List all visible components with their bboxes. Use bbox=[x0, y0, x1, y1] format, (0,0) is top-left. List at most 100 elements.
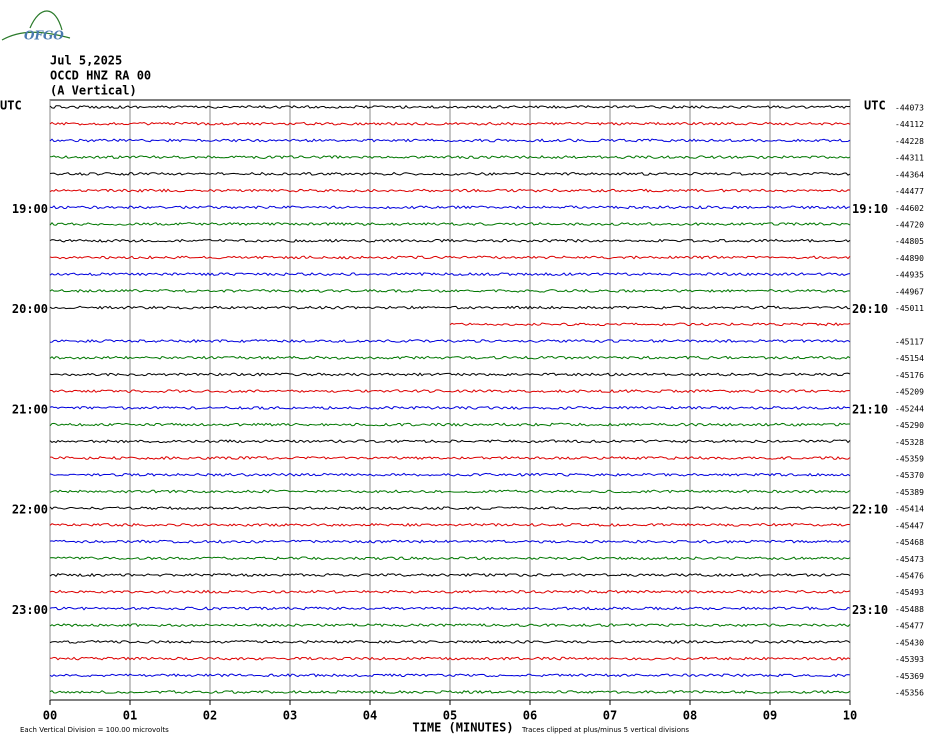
hour-label-left: 20:00 bbox=[12, 302, 48, 316]
trace bbox=[449, 322, 851, 327]
x-tick-label: 03 bbox=[283, 709, 297, 723]
x-tick-label: 09 bbox=[763, 709, 777, 723]
trace bbox=[49, 138, 851, 143]
trace bbox=[49, 623, 851, 628]
trace bbox=[49, 422, 851, 427]
trace-value-label: -45476 bbox=[895, 572, 924, 581]
hour-label-right: 19:10 bbox=[852, 202, 888, 216]
hour-label-left: 19:00 bbox=[12, 202, 48, 216]
logo-swoosh bbox=[1, 31, 71, 41]
x-tick-label: 10 bbox=[843, 709, 857, 723]
trace-value-label: -45176 bbox=[895, 371, 924, 380]
scale-note: Each Vertical Division = 100.00 microvol… bbox=[20, 726, 169, 734]
x-tick-label: 00 bbox=[43, 709, 57, 723]
x-tick-label: 01 bbox=[123, 709, 137, 723]
trace bbox=[49, 372, 851, 377]
hour-label-right: 21:10 bbox=[852, 402, 888, 416]
trace-value-label: -45359 bbox=[895, 455, 924, 464]
trace-value-label: -45328 bbox=[895, 438, 924, 447]
trace-value-label: -44805 bbox=[895, 237, 924, 246]
trace bbox=[49, 489, 851, 494]
trace-value-label: -45389 bbox=[895, 488, 924, 497]
trace bbox=[49, 339, 851, 344]
x-tick-label: 08 bbox=[683, 709, 697, 723]
trace-value-label: -45488 bbox=[895, 605, 924, 614]
trace-value-label: -44364 bbox=[895, 170, 924, 179]
trace bbox=[49, 690, 851, 695]
trace bbox=[49, 456, 851, 461]
trace-value-label: -45290 bbox=[895, 421, 924, 430]
trace-value-label: -45154 bbox=[895, 354, 924, 363]
hour-label-right: 20:10 bbox=[852, 302, 888, 316]
trace bbox=[49, 656, 851, 661]
trace bbox=[49, 238, 851, 243]
trace bbox=[49, 472, 851, 477]
trace bbox=[49, 288, 851, 293]
trace bbox=[49, 188, 851, 193]
x-axis-label: TIME (MINUTES) bbox=[412, 721, 513, 735]
trace bbox=[49, 305, 851, 310]
trace bbox=[49, 171, 851, 176]
trace bbox=[49, 589, 851, 594]
trace-value-label: -44112 bbox=[895, 120, 924, 129]
trace-value-label: -44311 bbox=[895, 154, 924, 163]
trace bbox=[49, 572, 851, 578]
hour-label-left: 23:00 bbox=[12, 603, 48, 617]
trace-value-label: -45414 bbox=[895, 505, 924, 514]
hour-label-left: 21:00 bbox=[12, 402, 48, 416]
trace-value-label: -45011 bbox=[895, 304, 924, 313]
trace bbox=[49, 673, 851, 678]
trace-value-label: -45477 bbox=[895, 622, 924, 631]
trace-value-label: -44477 bbox=[895, 187, 924, 196]
x-tick-label: 04 bbox=[363, 709, 377, 723]
trace bbox=[49, 506, 851, 511]
trace-value-label: -45430 bbox=[895, 638, 924, 647]
trace bbox=[49, 606, 851, 611]
trace bbox=[49, 405, 851, 410]
trace bbox=[49, 539, 851, 544]
trace bbox=[49, 639, 851, 644]
x-tick-label: 07 bbox=[603, 709, 617, 723]
x-tick-label: 05 bbox=[443, 709, 457, 723]
trace-value-label: -45370 bbox=[895, 471, 924, 480]
tz-label-left: UTC bbox=[0, 99, 22, 113]
trace-value-label: -45473 bbox=[895, 555, 924, 564]
trace bbox=[49, 255, 851, 260]
trace-value-label: -44720 bbox=[895, 221, 924, 230]
trace-value-label: -45393 bbox=[895, 655, 924, 664]
title-line: Jul 5,2025 bbox=[50, 54, 122, 68]
hour-label-left: 22:00 bbox=[12, 503, 48, 517]
trace bbox=[49, 221, 851, 227]
trace bbox=[49, 272, 851, 277]
x-tick-label: 02 bbox=[203, 709, 217, 723]
trace-value-label: -45117 bbox=[895, 338, 924, 347]
trace bbox=[49, 355, 851, 360]
trace-value-label: -45447 bbox=[895, 521, 924, 530]
trace-value-label: -44073 bbox=[895, 104, 924, 113]
trace-value-label: -45468 bbox=[895, 538, 924, 547]
logo-mountain bbox=[29, 10, 63, 31]
trace-value-label: -44228 bbox=[895, 137, 924, 146]
title-line: OCCD HNZ RA 00 bbox=[50, 69, 151, 83]
hour-label-right: 23:10 bbox=[852, 603, 888, 617]
title-line: (A Vertical) bbox=[50, 84, 137, 98]
logo-text: OFGO bbox=[24, 29, 64, 43]
trace-value-label: -45493 bbox=[895, 588, 924, 597]
trace-value-label: -44890 bbox=[895, 254, 924, 263]
trace-value-label: -44602 bbox=[895, 204, 924, 213]
trace-value-label: -45356 bbox=[895, 689, 924, 698]
trace bbox=[49, 389, 851, 394]
hour-label-right: 22:10 bbox=[852, 503, 888, 517]
trace-value-label: -45209 bbox=[895, 388, 924, 397]
trace bbox=[49, 522, 851, 527]
trace bbox=[49, 556, 851, 561]
trace bbox=[49, 155, 851, 160]
trace-value-label: -45369 bbox=[895, 672, 924, 681]
x-tick-label: 06 bbox=[523, 709, 537, 723]
trace bbox=[49, 439, 851, 444]
trace-value-label: -44967 bbox=[895, 287, 924, 296]
trace bbox=[49, 205, 851, 210]
trace bbox=[49, 121, 851, 126]
trace-value-label: -44935 bbox=[895, 271, 924, 280]
